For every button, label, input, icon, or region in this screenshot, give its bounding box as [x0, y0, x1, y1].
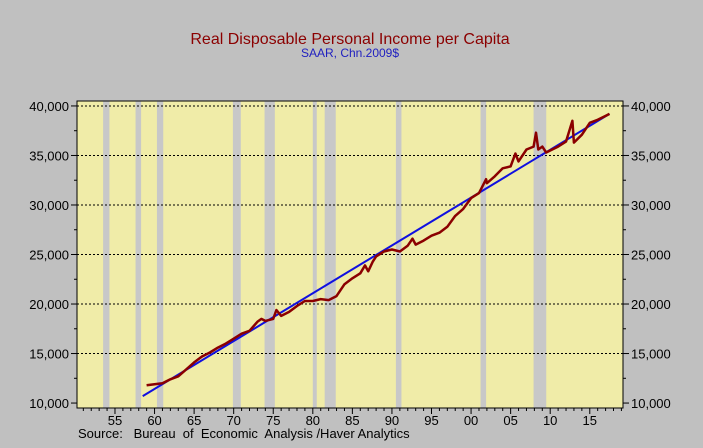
y-tick-label-left-6: 40,000	[29, 99, 69, 114]
x-tick-label-2: 65	[187, 413, 201, 428]
y-tick-label-left-2: 20,000	[29, 297, 69, 312]
series-line-trend	[142, 113, 611, 397]
recession-band-2	[156, 101, 164, 408]
y-tick-label-left-3: 25,000	[29, 248, 69, 263]
chart-subtitle: SAAR, Chn.2009$	[301, 46, 399, 60]
x-tick-label-1: 60	[147, 413, 161, 428]
series-line-income	[146, 112, 611, 387]
x-tick-label-4: 75	[266, 413, 280, 428]
x-tick-label-0: 55	[108, 413, 122, 428]
recession-band-3	[232, 101, 241, 408]
y-tick-label-right-6: 40,000	[631, 99, 671, 114]
x-tick-label-12: 15	[583, 413, 597, 428]
y-tick-label-right-1: 15,000	[631, 347, 671, 362]
recession-band-8	[480, 101, 487, 408]
x-tick-label-5: 80	[306, 413, 320, 428]
source-note: Source: Bureau of Economic Analysis /Hav…	[78, 426, 410, 441]
y-tick-label-right-2: 20,000	[631, 297, 671, 312]
chart-title: Real Disposable Personal Income per Capi…	[190, 31, 509, 48]
y-tick-label-right-0: 10,000	[631, 396, 671, 411]
y-tick-label-left-0: 10,000	[29, 396, 69, 411]
x-tick-label-8: 95	[424, 413, 438, 428]
plot-frame	[76, 100, 624, 409]
x-tick-label-3: 70	[226, 413, 240, 428]
y-tick-label-right-5: 35,000	[631, 148, 671, 163]
x-tick-label-6: 85	[345, 413, 359, 428]
y-tick-label-right-4: 30,000	[631, 198, 671, 213]
y-tick-label-left-5: 35,000	[29, 148, 69, 163]
recession-band-9	[533, 101, 547, 408]
y-tick-label-right-3: 25,000	[631, 248, 671, 263]
x-tick-label-10: 05	[503, 413, 517, 428]
x-tick-label-7: 90	[385, 413, 399, 428]
x-tick-label-9: 00	[464, 413, 478, 428]
x-tick-label-11: 10	[543, 413, 557, 428]
y-tick-label-left-4: 30,000	[29, 198, 69, 213]
y-tick-label-left-1: 15,000	[29, 347, 69, 362]
